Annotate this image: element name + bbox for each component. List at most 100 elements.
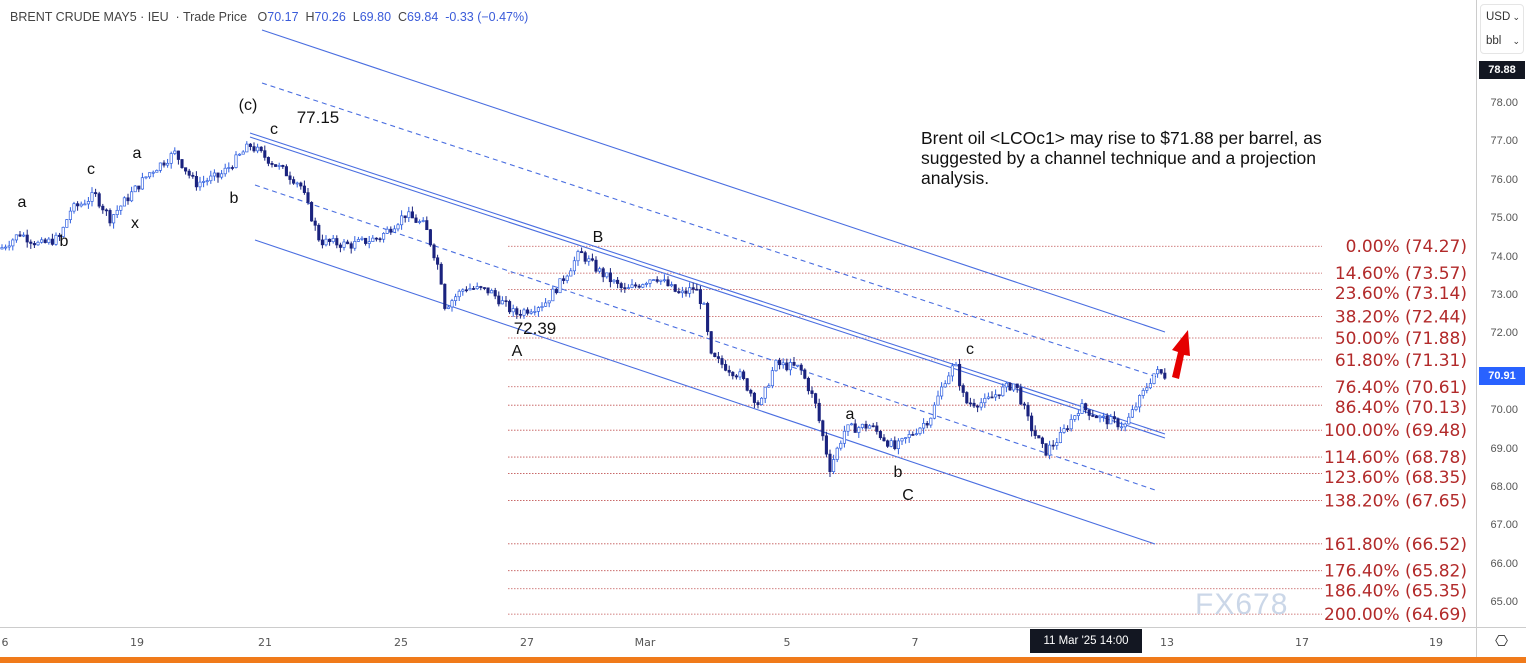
time-axis[interactable]: 6 19 21 25 27 Mar 5 7 13 17 19 11 Mar '25 14:00 xyxy=(0,627,1476,657)
price-tick: 75.00 xyxy=(1490,212,1518,225)
candle-body xyxy=(223,167,227,175)
candle-body xyxy=(252,146,256,152)
candle-body xyxy=(140,177,144,190)
price-tick: 72.00 xyxy=(1490,327,1518,340)
candle-body xyxy=(43,239,47,243)
candle-body xyxy=(101,205,105,211)
candle-body xyxy=(871,425,875,428)
candle-body xyxy=(292,179,296,184)
candle-body xyxy=(1040,437,1044,444)
candle-body xyxy=(817,402,821,422)
candle-body xyxy=(965,392,969,404)
candle-body xyxy=(616,279,620,284)
candle-body xyxy=(4,246,8,249)
candle-body xyxy=(576,251,580,262)
candle-body xyxy=(511,308,515,313)
fib-level-label: 14.60% (73.57) xyxy=(1335,264,1467,284)
candle-body xyxy=(587,258,591,262)
candle-body xyxy=(68,210,72,220)
candle-body xyxy=(108,210,112,224)
unit-select[interactable]: bbl ⌄ xyxy=(1480,32,1524,50)
candle-body xyxy=(644,283,648,285)
candle-body xyxy=(230,167,234,169)
candle-body xyxy=(148,172,152,178)
candle-body xyxy=(781,362,785,366)
wave-label: a xyxy=(846,406,855,423)
candle-body xyxy=(702,303,706,305)
candle-body xyxy=(547,300,551,304)
last-price-tag: 70.91 xyxy=(1479,367,1525,385)
candle-body xyxy=(900,438,904,442)
candle-body xyxy=(832,459,836,472)
fib-level-label: 100.00% (69.48) xyxy=(1324,421,1467,441)
candle-body xyxy=(432,244,436,259)
wave-label: b xyxy=(894,464,903,481)
candle-body xyxy=(306,192,310,203)
analysis-note: Brent oil <LCOc1> may rise to $71.88 per… xyxy=(921,128,1322,188)
candle-body xyxy=(824,435,828,455)
candle-body xyxy=(241,151,245,155)
up-arrow-icon xyxy=(1172,330,1190,379)
candle-body xyxy=(889,440,893,447)
candle-body xyxy=(1080,403,1084,414)
candle-body xyxy=(1058,432,1062,444)
candle-body xyxy=(626,287,630,289)
fib-level-label: 0.00% (74.27) xyxy=(1346,237,1467,257)
candle-body xyxy=(986,396,990,399)
candle-body xyxy=(1030,415,1034,432)
candle-body xyxy=(1152,373,1156,384)
price-tick: 66.00 xyxy=(1490,557,1518,570)
candle-body xyxy=(533,311,537,313)
candle-body xyxy=(374,237,378,240)
candle-body xyxy=(205,180,209,183)
candle-body xyxy=(558,278,562,294)
wave-label: C xyxy=(902,487,914,504)
time-tick: Mar xyxy=(634,636,656,649)
candle-body xyxy=(166,162,170,166)
candle-body xyxy=(1044,443,1048,456)
settings-gear-icon[interactable]: ⎔ xyxy=(1476,627,1526,657)
wave-label: c xyxy=(270,121,278,138)
wave-label: A xyxy=(512,343,523,360)
candle-body xyxy=(522,309,526,316)
candle-body xyxy=(385,228,389,234)
fib-level-label: 123.60% (68.35) xyxy=(1324,468,1467,488)
channel-line xyxy=(254,239,1156,545)
candle-body xyxy=(1015,383,1019,388)
candle-body xyxy=(446,306,450,309)
candle-body xyxy=(947,375,951,385)
candle-body xyxy=(1091,415,1095,417)
candle-body xyxy=(493,290,497,297)
candle-body xyxy=(788,362,792,371)
candle-body xyxy=(97,193,101,207)
candle-body xyxy=(184,167,188,172)
fib-level-label: 161.80% (66.52) xyxy=(1324,535,1467,555)
price-chart[interactable]: 0.00% (74.27) 14.60% (73.57)23.60% (73.14… xyxy=(0,0,1476,627)
candle-body xyxy=(126,197,130,202)
candle-body xyxy=(666,279,670,287)
time-tick: 5 xyxy=(783,636,791,649)
candle-body xyxy=(1094,415,1098,419)
candle-body xyxy=(281,164,285,167)
candle-body xyxy=(580,251,584,254)
candle-body xyxy=(180,159,184,169)
time-tick: 19 xyxy=(130,636,144,649)
candle-body xyxy=(803,369,807,379)
candle-body xyxy=(918,427,922,434)
candle-body xyxy=(972,402,976,407)
candle-body xyxy=(680,290,684,294)
candle-body xyxy=(1102,415,1106,418)
candle-body xyxy=(968,402,972,405)
time-tick: 13 xyxy=(1160,636,1174,649)
currency-select[interactable]: USD ⌄ xyxy=(1480,8,1524,26)
price-axis[interactable]: USD ⌄ bbl ⌄ 78.00 77.00 76.00 75.00 74.00 73.00… xyxy=(1476,0,1526,627)
candle-body xyxy=(1001,386,1005,397)
candle-body xyxy=(482,287,486,289)
candle-body xyxy=(7,245,11,248)
candle-body xyxy=(356,239,360,242)
candle-body xyxy=(731,371,735,377)
candle-body xyxy=(79,203,83,207)
symbol-name[interactable]: BRENT CRUDE MAY5 xyxy=(10,10,137,24)
candle-body xyxy=(569,270,573,277)
candle-body xyxy=(238,153,242,156)
